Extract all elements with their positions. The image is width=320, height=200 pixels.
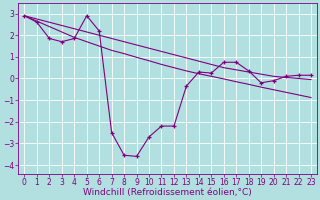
X-axis label: Windchill (Refroidissement éolien,°C): Windchill (Refroidissement éolien,°C) bbox=[83, 188, 252, 197]
